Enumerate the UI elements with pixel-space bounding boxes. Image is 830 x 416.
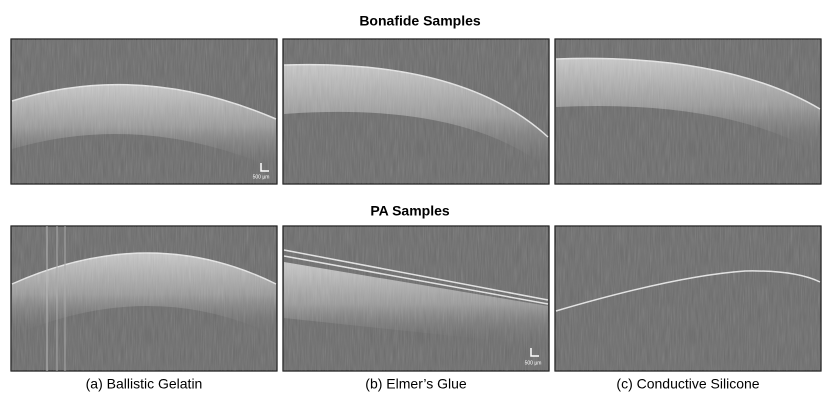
oct-panel: [10, 225, 278, 372]
scale-bar-label: 500 µm: [525, 360, 542, 366]
caption: (c) Conductive Silicone: [616, 376, 759, 392]
oct-panel: 500 µm: [10, 38, 278, 185]
row-heading: PA Samples: [370, 203, 450, 219]
scale-bar-label: 500 µm: [253, 174, 270, 180]
oct-panel: [282, 38, 550, 185]
caption: (b) Elmer’s Glue: [365, 376, 467, 392]
row-heading: Bonafide Samples: [359, 13, 481, 29]
oct-panel: [554, 225, 822, 372]
oct-panel: 500 µm: [282, 225, 550, 372]
oct-panel: [554, 38, 822, 185]
caption: (a) Ballistic Gelatin: [86, 376, 203, 392]
